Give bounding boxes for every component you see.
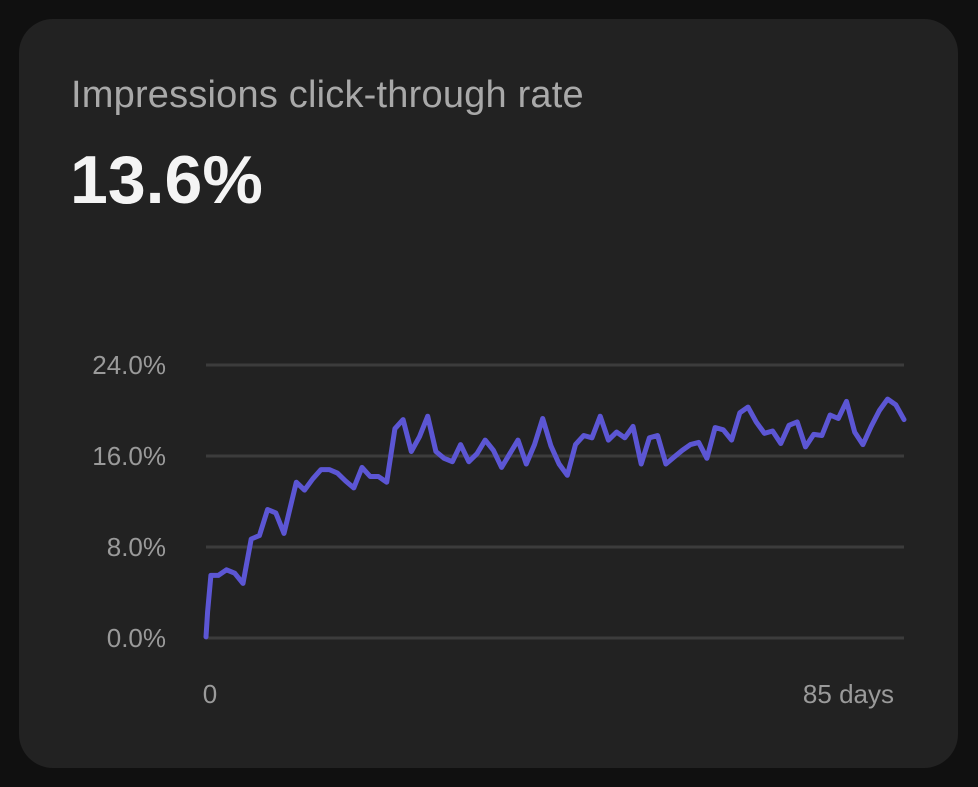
y-tick-label: 24.0% bbox=[92, 350, 166, 380]
metric-value: 13.6% bbox=[70, 142, 263, 218]
card-title: Impressions click-through rate bbox=[71, 74, 584, 116]
y-tick-label: 8.0% bbox=[107, 532, 166, 562]
x-tick-label: 85 days bbox=[803, 679, 894, 709]
y-tick-label: 0.0% bbox=[107, 623, 166, 653]
metric-card bbox=[19, 19, 958, 768]
gridlines bbox=[206, 363, 904, 640]
y-tick-label: 16.0% bbox=[92, 441, 166, 471]
series-line bbox=[203, 396, 907, 640]
x-axis-ticks: 0 85 days bbox=[203, 679, 894, 709]
y-axis-ticks: 24.0% 16.0% 8.0% 0.0% bbox=[92, 350, 166, 653]
series-layer bbox=[203, 396, 907, 640]
x-tick-label: 0 bbox=[203, 679, 217, 709]
